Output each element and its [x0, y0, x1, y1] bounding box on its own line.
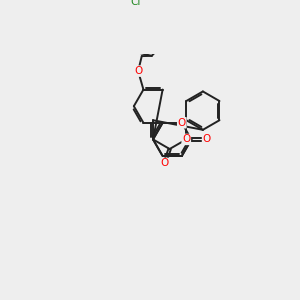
- Text: Cl: Cl: [131, 0, 141, 7]
- Text: O: O: [178, 118, 186, 128]
- Text: O: O: [134, 66, 142, 76]
- Text: O: O: [202, 134, 211, 144]
- Text: O: O: [160, 158, 169, 168]
- Text: O: O: [182, 134, 190, 144]
